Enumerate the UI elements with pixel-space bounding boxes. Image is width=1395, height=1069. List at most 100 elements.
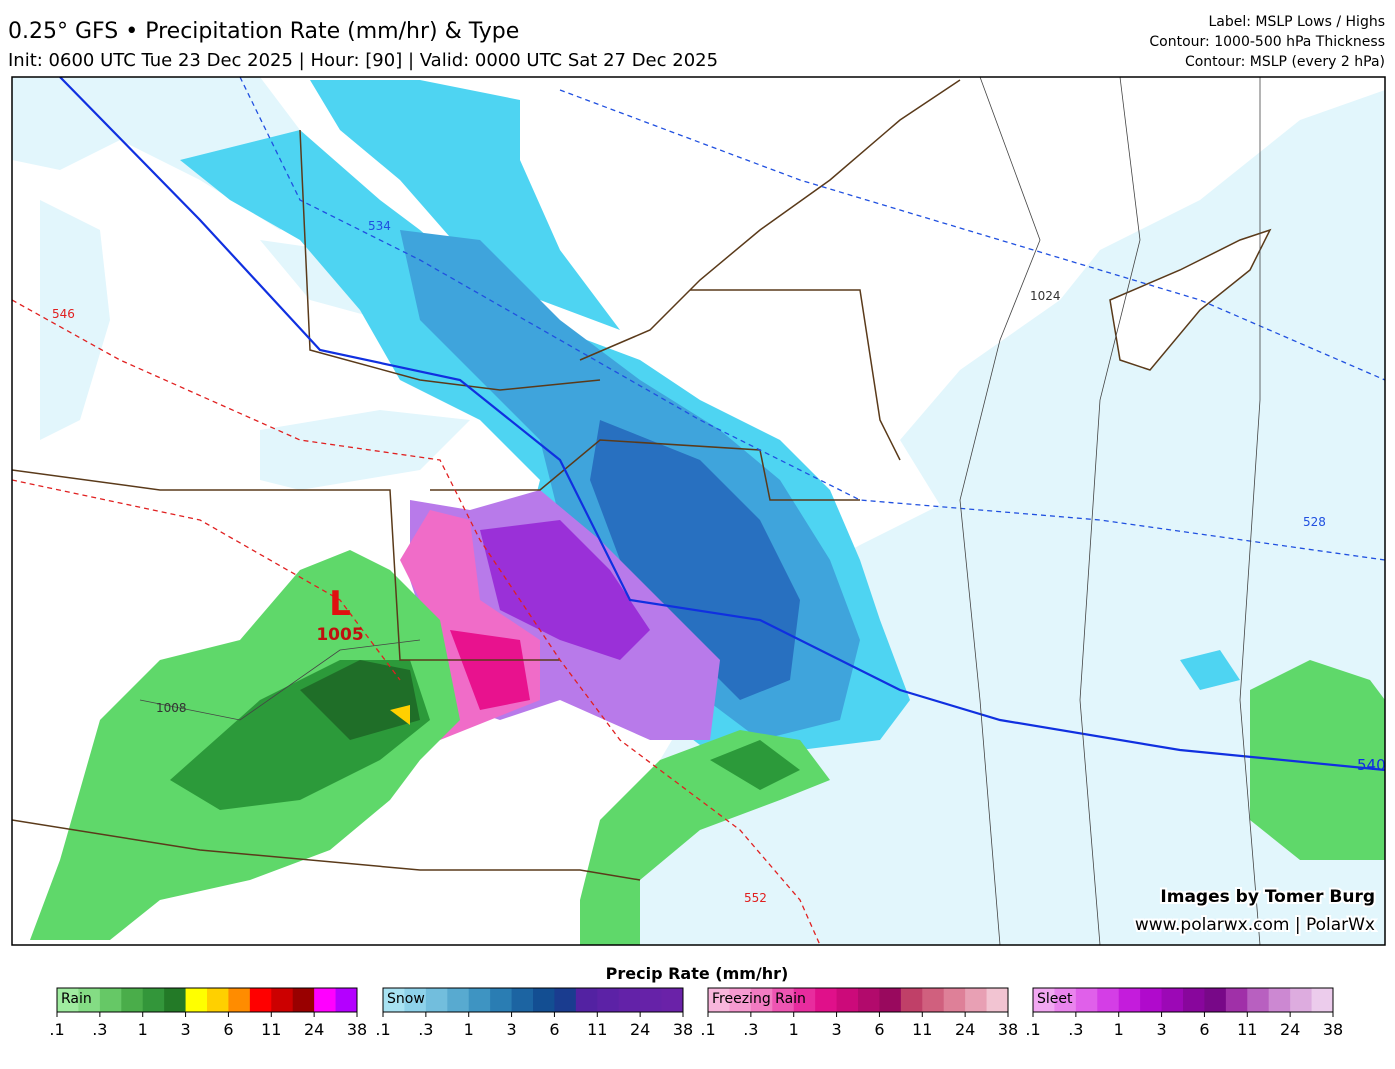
- contour-label: 528: [1303, 515, 1326, 529]
- border: [579, 79, 961, 361]
- color-swatch: [335, 988, 358, 1012]
- sleet-heavy: [480, 520, 650, 660]
- color-swatch: [965, 988, 988, 1012]
- isobar: [1239, 77, 1261, 945]
- tick-label: .3: [743, 1020, 758, 1039]
- tick-label: .3: [1068, 1020, 1083, 1039]
- tick-label: 11: [261, 1020, 281, 1039]
- color-swatch: [900, 988, 923, 1012]
- isobar: [959, 77, 1041, 945]
- color-swatch: [793, 988, 816, 1012]
- tick-label: 3: [506, 1020, 516, 1039]
- tick-label: .1: [700, 1020, 715, 1039]
- contours: [12, 77, 1385, 945]
- color-swatch: [922, 988, 945, 1012]
- color-swatch: [249, 988, 272, 1012]
- colorbar-name: Snow: [387, 991, 425, 1007]
- color-swatch: [1311, 988, 1334, 1012]
- color-swatch: [1247, 988, 1270, 1012]
- contour-label: 540: [1357, 756, 1386, 774]
- title: 0.25° GFS • Precipitation Rate (mm/hr) &…: [8, 19, 519, 44]
- tick-label: .3: [418, 1020, 433, 1039]
- color-swatch: [207, 988, 229, 1012]
- color-swatch: [383, 988, 405, 1012]
- colorbar-frame: [56, 987, 358, 1013]
- borders: [12, 79, 961, 881]
- lake: [260, 410, 470, 490]
- colorbar-frame: [1032, 987, 1334, 1013]
- contour-label: 1008: [156, 701, 187, 715]
- state-border: [690, 289, 901, 461]
- map-frame: [11, 76, 1386, 946]
- rain-moderate: [710, 740, 800, 790]
- color-swatch: [314, 988, 337, 1012]
- tick-label: 38: [673, 1020, 693, 1039]
- tick-label: 38: [347, 1020, 367, 1039]
- color-swatch: [271, 988, 294, 1012]
- color-swatch: [1161, 988, 1184, 1012]
- color-swatch: [772, 988, 795, 1012]
- color-swatch: [986, 988, 1009, 1012]
- isobar: [1079, 77, 1141, 945]
- color-swatch: [78, 988, 101, 1012]
- tick-label: .1: [49, 1020, 64, 1039]
- tick-label: 24: [955, 1020, 975, 1039]
- color-swatch: [661, 988, 684, 1012]
- tick-label: 6: [1199, 1020, 1209, 1039]
- low-pressure: 1005: [316, 625, 363, 645]
- thickness-contour: [239, 77, 1385, 561]
- tick-label: 3: [180, 1020, 190, 1039]
- color-swatch: [815, 988, 838, 1012]
- color-swatch: [468, 988, 491, 1012]
- color-swatch: [164, 988, 187, 1012]
- thickness-contour: [12, 299, 821, 945]
- tick-label: 6: [223, 1020, 233, 1039]
- color-swatch: [1204, 988, 1227, 1012]
- tick-label: 6: [549, 1020, 559, 1039]
- subtitle: Init: 0600 UTC Tue 23 Dec 2025 | Hour: […: [8, 50, 718, 71]
- color-swatch: [554, 988, 577, 1012]
- color-swatch: [121, 988, 144, 1012]
- tick-label: 1: [789, 1020, 799, 1039]
- color-swatch: [750, 988, 773, 1012]
- low-symbol: L: [329, 584, 351, 624]
- color-swatch: [511, 988, 534, 1012]
- color-swatch: [1225, 988, 1248, 1012]
- state-border: [12, 819, 641, 881]
- color-swatch: [1118, 988, 1141, 1012]
- tick-label: 1: [1114, 1020, 1124, 1039]
- isobar: [139, 639, 421, 721]
- tick-label: 24: [304, 1020, 324, 1039]
- color-swatch: [836, 988, 859, 1012]
- tick-label: .3: [92, 1020, 107, 1039]
- color-swatch: [533, 988, 555, 1012]
- contour-label: 552: [744, 891, 767, 905]
- tick-label: 24: [1280, 1020, 1300, 1039]
- color-swatch: [575, 988, 598, 1012]
- credit: www.polarwx.com | PolarWx: [1135, 915, 1375, 935]
- color-swatch: [879, 988, 902, 1012]
- color-swatch: [292, 988, 315, 1012]
- rain-heavy: [300, 660, 420, 740]
- tick-label: 11: [587, 1020, 607, 1039]
- color-swatch: [597, 988, 620, 1012]
- color-swatch: [228, 988, 251, 1012]
- thickness-540: [59, 77, 1385, 772]
- nova-scotia: [1109, 228, 1272, 371]
- color-swatch: [1033, 988, 1055, 1012]
- tick-label: 24: [630, 1020, 650, 1039]
- contour-label: 534: [368, 219, 391, 233]
- color-swatch: [1097, 988, 1120, 1012]
- tick-label: 11: [1237, 1020, 1257, 1039]
- color-swatch: [1290, 988, 1313, 1012]
- color-swatch: [142, 988, 165, 1012]
- tick-label: 3: [831, 1020, 841, 1039]
- color-swatch: [490, 988, 513, 1012]
- thickness-contour: [559, 89, 1385, 381]
- rain-light: [1250, 660, 1385, 860]
- color-swatch: [729, 988, 752, 1012]
- colorbar-name: Freezing Rain: [712, 991, 806, 1007]
- tick-label: 6: [874, 1020, 884, 1039]
